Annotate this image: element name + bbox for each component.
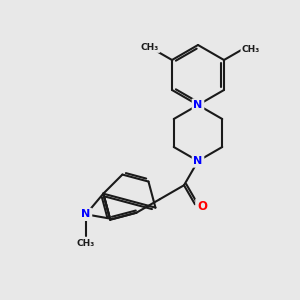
Text: CH₃: CH₃ [141, 43, 159, 52]
Text: O: O [197, 200, 207, 213]
Text: N: N [81, 209, 91, 219]
Text: N: N [194, 100, 202, 110]
Text: N: N [194, 156, 202, 166]
Text: CH₃: CH₃ [242, 44, 260, 53]
Text: CH₃: CH₃ [77, 239, 95, 248]
